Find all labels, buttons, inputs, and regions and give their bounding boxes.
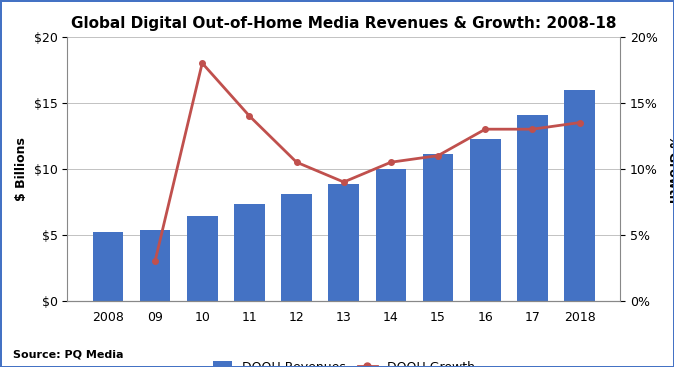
- Bar: [564, 90, 595, 301]
- Bar: [423, 154, 454, 301]
- Bar: [187, 216, 218, 301]
- Y-axis label: % Growth: % Growth: [665, 135, 674, 203]
- Bar: [140, 230, 171, 301]
- Bar: [234, 204, 265, 301]
- Bar: [92, 232, 123, 301]
- Bar: [517, 115, 548, 301]
- Bar: [375, 169, 406, 301]
- Y-axis label: $ Billions: $ Billions: [16, 137, 28, 201]
- Bar: [281, 194, 312, 301]
- Bar: [328, 184, 359, 301]
- Title: Global Digital Out-of-Home Media Revenues & Growth: 2008-18: Global Digital Out-of-Home Media Revenue…: [71, 17, 617, 31]
- Text: Source: PQ Media: Source: PQ Media: [13, 350, 124, 360]
- Legend: DOOH Revenues, DOOH Growth: DOOH Revenues, DOOH Growth: [208, 356, 480, 367]
- Bar: [470, 139, 501, 301]
